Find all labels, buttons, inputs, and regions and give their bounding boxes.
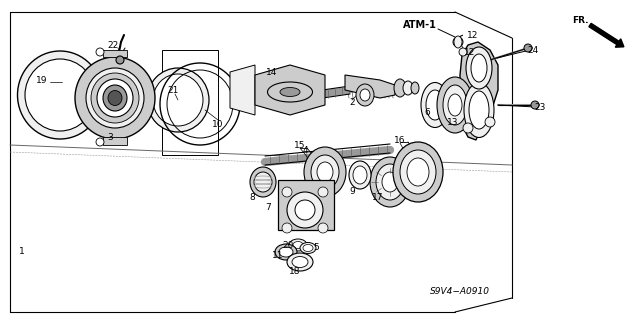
Ellipse shape: [443, 85, 467, 125]
Text: FR.: FR.: [572, 15, 588, 25]
Ellipse shape: [400, 150, 436, 194]
Circle shape: [295, 200, 315, 220]
Ellipse shape: [292, 257, 308, 268]
Ellipse shape: [454, 36, 462, 48]
Text: 20: 20: [282, 241, 294, 250]
Polygon shape: [345, 75, 395, 98]
Text: 17: 17: [372, 194, 384, 203]
Circle shape: [282, 223, 292, 233]
Ellipse shape: [293, 242, 303, 249]
Ellipse shape: [464, 83, 494, 138]
Circle shape: [463, 123, 473, 133]
Text: 16: 16: [394, 135, 406, 145]
Circle shape: [531, 101, 539, 109]
Ellipse shape: [280, 87, 300, 97]
Polygon shape: [103, 50, 127, 57]
Circle shape: [287, 192, 323, 228]
Text: 19: 19: [36, 76, 48, 84]
Circle shape: [282, 187, 292, 197]
Ellipse shape: [426, 90, 444, 120]
Ellipse shape: [289, 239, 307, 251]
Polygon shape: [230, 65, 255, 115]
Ellipse shape: [317, 162, 333, 182]
Ellipse shape: [466, 47, 492, 89]
Ellipse shape: [437, 77, 473, 133]
Text: 5: 5: [313, 243, 319, 252]
Text: 13: 13: [447, 117, 459, 126]
Ellipse shape: [370, 157, 410, 207]
Ellipse shape: [393, 142, 443, 202]
Circle shape: [116, 56, 124, 64]
Text: 7: 7: [265, 204, 271, 212]
Polygon shape: [103, 137, 127, 145]
FancyArrow shape: [589, 23, 624, 47]
Circle shape: [485, 117, 495, 127]
Ellipse shape: [268, 82, 312, 102]
Text: ATM-1: ATM-1: [403, 20, 437, 30]
Circle shape: [453, 37, 463, 47]
Text: 1: 1: [19, 247, 25, 257]
Ellipse shape: [394, 79, 406, 97]
Text: 12: 12: [464, 47, 476, 57]
Circle shape: [96, 138, 104, 146]
Bar: [278, 180, 334, 230]
Text: 12: 12: [467, 30, 479, 39]
Text: 14: 14: [266, 68, 278, 76]
Text: S9V4−A0910: S9V4−A0910: [430, 287, 490, 297]
Ellipse shape: [469, 91, 489, 129]
Circle shape: [524, 44, 532, 52]
Ellipse shape: [91, 73, 139, 123]
Ellipse shape: [411, 82, 419, 94]
Ellipse shape: [403, 81, 413, 95]
Text: 22: 22: [108, 41, 118, 50]
Ellipse shape: [250, 167, 276, 197]
Ellipse shape: [75, 57, 155, 139]
Ellipse shape: [382, 172, 398, 192]
Ellipse shape: [448, 94, 462, 116]
Ellipse shape: [97, 79, 133, 117]
Text: 24: 24: [527, 45, 539, 54]
Ellipse shape: [153, 74, 203, 126]
Ellipse shape: [349, 161, 371, 189]
Ellipse shape: [304, 147, 346, 197]
Text: 21: 21: [167, 85, 179, 94]
Ellipse shape: [17, 51, 102, 139]
Text: 18: 18: [289, 268, 301, 276]
Ellipse shape: [360, 89, 370, 101]
Text: 15: 15: [294, 140, 306, 149]
Circle shape: [318, 223, 328, 233]
Ellipse shape: [421, 83, 449, 127]
Text: 3: 3: [107, 132, 113, 141]
Text: 4: 4: [302, 146, 308, 155]
Text: 8: 8: [249, 193, 255, 202]
Text: 11: 11: [272, 251, 284, 260]
Ellipse shape: [356, 84, 374, 106]
Circle shape: [459, 48, 467, 56]
Text: 23: 23: [534, 102, 546, 111]
Text: 9: 9: [349, 188, 355, 196]
Ellipse shape: [407, 158, 429, 186]
Ellipse shape: [300, 243, 316, 253]
Polygon shape: [255, 65, 325, 115]
Ellipse shape: [86, 68, 144, 128]
Ellipse shape: [303, 244, 313, 252]
Polygon shape: [460, 42, 498, 140]
Ellipse shape: [311, 155, 339, 189]
Ellipse shape: [254, 172, 272, 192]
Ellipse shape: [353, 166, 367, 184]
Ellipse shape: [376, 164, 404, 200]
Circle shape: [96, 48, 104, 56]
Ellipse shape: [103, 85, 127, 111]
Ellipse shape: [279, 247, 293, 257]
Ellipse shape: [471, 54, 487, 82]
Ellipse shape: [108, 91, 122, 106]
Ellipse shape: [275, 244, 297, 260]
Ellipse shape: [287, 253, 313, 271]
Text: 10: 10: [212, 119, 224, 129]
Ellipse shape: [25, 59, 95, 131]
Circle shape: [318, 187, 328, 197]
Text: 2: 2: [349, 98, 355, 107]
Ellipse shape: [147, 68, 209, 132]
Text: 6: 6: [424, 108, 430, 116]
